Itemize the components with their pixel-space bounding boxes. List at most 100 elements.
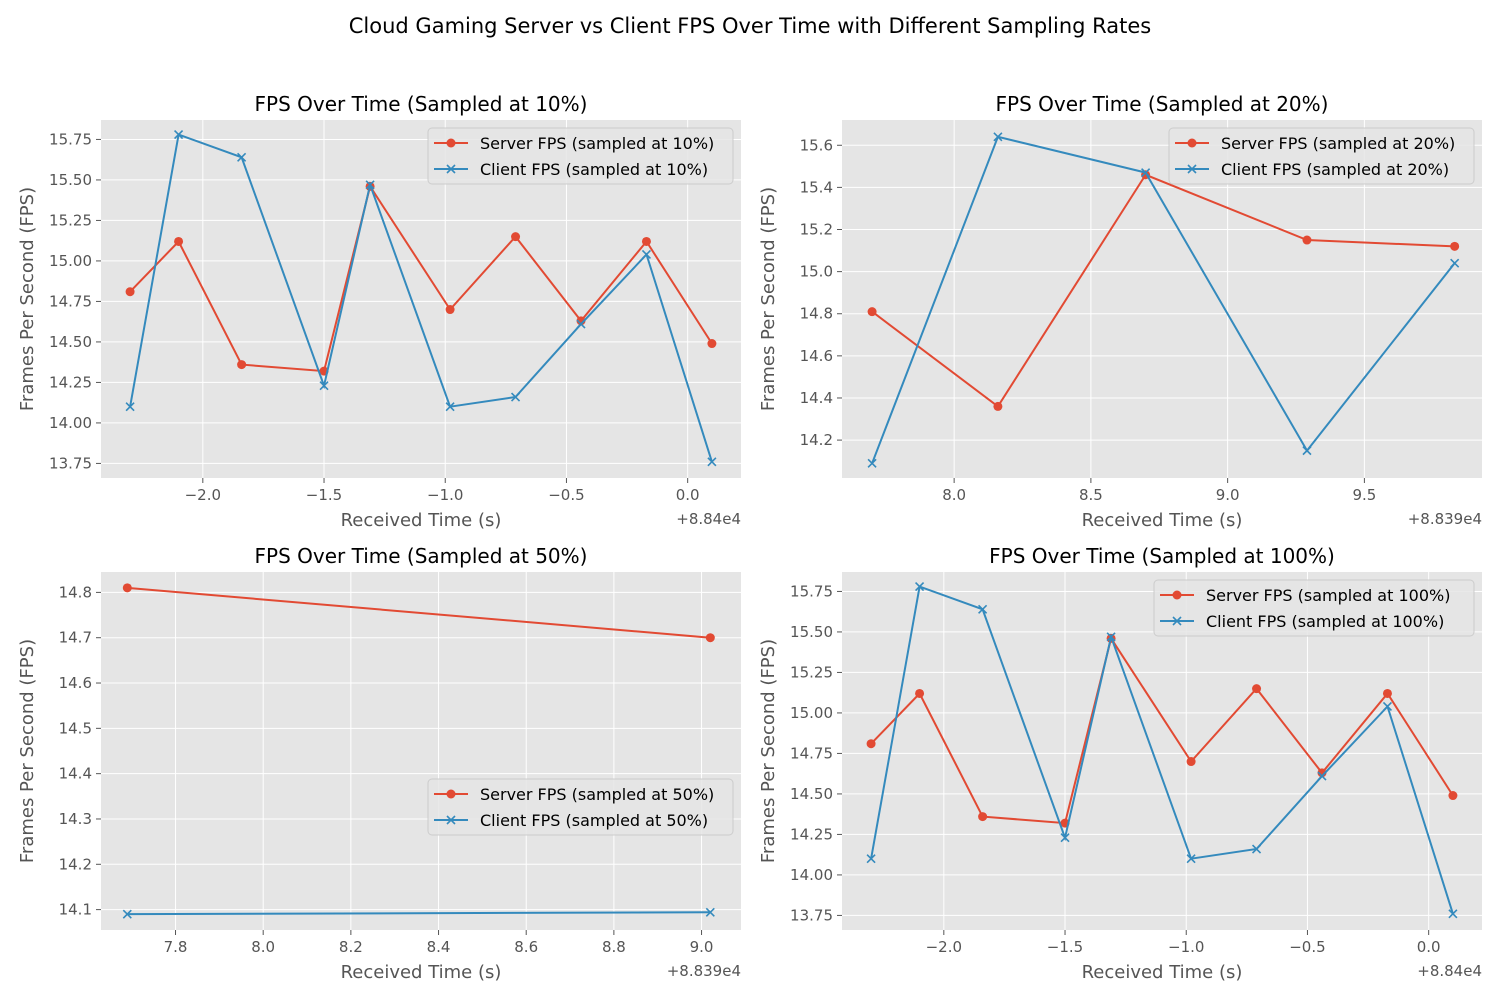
x-tick-label: 8.0 xyxy=(251,938,275,956)
server-point xyxy=(978,812,988,822)
y-tick-label: 15.50 xyxy=(790,623,833,641)
legend-marker xyxy=(446,789,456,799)
subplot-title: FPS Over Time (Sampled at 10%) xyxy=(255,92,588,116)
subplot-3: 7.8 8.0 8.2 8.4 8.6 8.8 9.0 14.1 14.2 14.3 14.4 14.… xyxy=(17,544,741,983)
client-point-stroke xyxy=(174,130,184,140)
server-point xyxy=(707,339,717,349)
y-tick-label: 14.1 xyxy=(59,901,92,919)
x-axis-label: Received Time (s) xyxy=(341,510,502,531)
x-offset-label: +8.84e4 xyxy=(676,510,741,528)
series-line xyxy=(129,133,713,463)
client-fps-series xyxy=(125,130,717,467)
client-point-stroke xyxy=(576,319,586,329)
client-point-stroke xyxy=(510,392,521,402)
legend-box xyxy=(427,778,734,836)
x-tick-label: −2.0 xyxy=(926,938,962,956)
client-point xyxy=(1317,771,1327,781)
legend-entry: Server FPS (sampled at 50%) xyxy=(434,785,714,804)
y-tick-label: 14.50 xyxy=(790,785,833,803)
x-tick-label: 9.0 xyxy=(1216,486,1240,504)
legend-entry: Server FPS (sampled at 10%) xyxy=(434,134,714,153)
client-point-stroke xyxy=(1060,833,1070,843)
client-fps-series xyxy=(866,582,1458,919)
x-tick-label: 8.6 xyxy=(514,938,538,956)
client-point-stroke xyxy=(641,249,652,260)
x-tick-label: 8.2 xyxy=(339,938,363,956)
y-tick-label: 15.25 xyxy=(49,211,92,229)
x-tick-label: 9.5 xyxy=(1352,486,1376,504)
y-tick-label: 14.25 xyxy=(790,825,833,843)
client-point xyxy=(1448,909,1458,919)
y-axis-label: Frames Per Second (FPS) xyxy=(758,639,779,863)
legend-box xyxy=(427,127,734,185)
server-point xyxy=(1382,688,1392,698)
client-point xyxy=(705,907,715,917)
y-axis-label: Frames Per Second (FPS) xyxy=(17,639,38,863)
client-point-stroke xyxy=(319,381,329,391)
client-point-stroke xyxy=(237,152,247,162)
server-point xyxy=(125,287,135,297)
client-point xyxy=(237,152,247,162)
y-tick-label: 14.2 xyxy=(59,855,92,873)
legend-label: Client FPS (sampled at 20%) xyxy=(1221,160,1449,179)
plot-area xyxy=(101,572,741,930)
legend-label: Server FPS (sampled at 20%) xyxy=(1221,134,1455,153)
y-tick-label: 13.75 xyxy=(790,906,833,924)
client-point xyxy=(510,392,521,402)
x-tick-label: −0.5 xyxy=(548,486,584,504)
x-tick-label: −1.5 xyxy=(1047,938,1083,956)
client-point-stroke xyxy=(1106,632,1116,642)
legend-entry: Client FPS (sampled at 50%) xyxy=(434,811,708,830)
y-tick-label: 14.00 xyxy=(790,866,833,884)
client-point-stroke xyxy=(993,132,1003,142)
client-point xyxy=(866,854,876,864)
legend-entry: Server FPS (sampled at 100%) xyxy=(1160,586,1450,605)
server-point xyxy=(866,739,876,749)
server-point xyxy=(915,688,925,698)
x-tick-label: 9.0 xyxy=(690,938,714,956)
legend-marker xyxy=(1172,616,1182,626)
legend-marker xyxy=(1187,164,1197,174)
legend-label: Server FPS (sampled at 50%) xyxy=(480,785,714,804)
y-tick-label: 15.4 xyxy=(800,178,833,196)
server-fps-series xyxy=(867,170,1460,411)
server-point xyxy=(445,305,455,315)
y-tick-label: 15.0 xyxy=(800,263,833,281)
legend-marker xyxy=(446,815,456,825)
y-tick-label: 15.75 xyxy=(49,130,92,148)
subplot-2: 8.0 8.5 9.0 9.5 14.2 14.4 14.6 14.8 15.0 15.2 15.4… xyxy=(758,92,1482,531)
client-point xyxy=(641,249,652,260)
legend-marker xyxy=(1187,138,1197,148)
x-offset-label: +8.839e4 xyxy=(1408,510,1482,528)
y-tick-label: 14.6 xyxy=(800,347,833,365)
client-point-stroke xyxy=(1251,844,1262,854)
x-tick-label: −0.5 xyxy=(1289,938,1325,956)
y-tick-label: 14.75 xyxy=(49,292,92,310)
legend-entry: Client FPS (sampled at 100%) xyxy=(1160,612,1444,631)
client-fps-series xyxy=(122,907,715,919)
x-axis-label: Received Time (s) xyxy=(1082,962,1243,983)
server-fps-series xyxy=(122,583,715,643)
y-axis-label: Frames Per Second (FPS) xyxy=(758,187,779,411)
series-line xyxy=(127,911,711,916)
x-axis-label: Received Time (s) xyxy=(341,962,502,983)
client-point xyxy=(576,319,586,329)
x-tick-label: 0.0 xyxy=(1417,938,1441,956)
client-point xyxy=(365,180,375,190)
y-tick-label: 15.25 xyxy=(790,663,833,681)
legend-label: Client FPS (sampled at 100%) xyxy=(1206,612,1444,631)
client-point-stroke xyxy=(1448,909,1458,919)
subplot-title: FPS Over Time (Sampled at 50%) xyxy=(255,544,588,568)
legend-entry: Server FPS (sampled at 20%) xyxy=(1175,134,1455,153)
client-point-stroke xyxy=(445,402,455,412)
y-tick-label: 14.00 xyxy=(49,414,92,432)
legend-label: Server FPS (sampled at 100%) xyxy=(1206,586,1450,605)
client-point-stroke xyxy=(705,907,715,917)
y-tick-label: 14.50 xyxy=(49,333,92,351)
legend-label: Server FPS (sampled at 10%) xyxy=(480,134,714,153)
client-point xyxy=(915,582,925,592)
y-axis-label: Frames Per Second (FPS) xyxy=(17,187,38,411)
legend-marker xyxy=(446,138,456,148)
client-point xyxy=(1186,854,1196,864)
subplot-4: −2.0 −1.5 −1.0 −0.5 0.0 13.75 14.00 14.25 14.50 1… xyxy=(758,544,1482,983)
